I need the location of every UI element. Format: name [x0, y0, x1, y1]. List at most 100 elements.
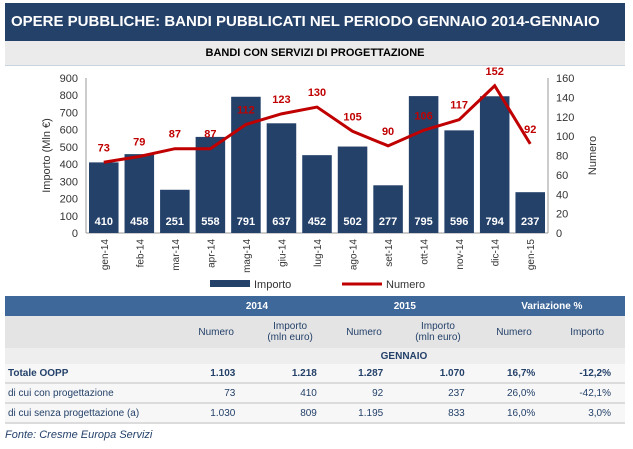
line-label: 105	[343, 111, 361, 123]
y-tick-label: 500	[60, 142, 78, 154]
bar	[479, 96, 510, 233]
col-header: Importo (mln euro)	[249, 316, 331, 348]
cell: -42,1%	[549, 383, 625, 404]
line-label: 90	[382, 126, 394, 138]
bar-label: 637	[272, 216, 290, 228]
bar	[373, 185, 403, 233]
bar-label: 458	[130, 216, 148, 228]
line-label: 92	[524, 124, 536, 136]
y2-tick-label: 80	[556, 151, 568, 163]
cell: 92	[330, 383, 398, 404]
x-tick-label: ago-14	[349, 239, 360, 271]
bar-label: 596	[450, 216, 468, 228]
y2-tick-label: 0	[556, 228, 562, 240]
col-header: Numero	[183, 316, 250, 348]
cell: 16,0%	[478, 403, 550, 424]
bar	[124, 154, 155, 233]
y2-tick-label: 140	[556, 92, 574, 104]
cell: -12,2%	[549, 364, 625, 384]
line-label: 79	[133, 136, 145, 148]
line-label: 87	[204, 129, 216, 141]
group-header: 2015	[330, 296, 479, 316]
cell: 1.103	[183, 364, 250, 384]
x-tick-label: lug-14	[313, 239, 324, 267]
y-tick-label: 700	[60, 107, 78, 119]
col-header: Numero	[478, 316, 550, 348]
y2-tick-label: 120	[556, 112, 574, 124]
cell: 410	[249, 383, 331, 404]
bar	[337, 146, 368, 233]
cell: 237	[397, 383, 479, 404]
cell: 3,0%	[549, 403, 625, 424]
chart: 0 100 200 300 400 500 600 700 800 900 0 20 40 60 80 100…	[41, 66, 599, 291]
bar	[89, 162, 119, 233]
cell: 1.195	[330, 403, 398, 424]
bar	[195, 136, 226, 233]
line-label: 117	[450, 100, 468, 112]
x-tick-label: set-14	[384, 239, 395, 267]
x-tick-label: feb-14	[135, 239, 146, 268]
source-note: Fonte: Cresme Europa Servizi	[5, 429, 153, 441]
y-tick-label: 400	[60, 159, 78, 171]
x-tick-label: mar-14	[171, 239, 182, 271]
y2-tick-label: 100	[556, 131, 574, 143]
line-label: 106	[414, 110, 432, 122]
bar-label: 794	[486, 216, 505, 228]
bar-label: 277	[379, 216, 397, 228]
cell: 809	[249, 403, 331, 424]
line-label: 123	[272, 94, 290, 106]
cell: 1.287	[330, 364, 398, 384]
cell: 1.070	[397, 364, 479, 384]
col-header: Numero	[330, 316, 398, 348]
bar-label: 791	[237, 216, 255, 228]
x-tick-label: mag-14	[242, 239, 253, 273]
bar-label: 558	[201, 216, 219, 228]
y-tick-label: 300	[60, 176, 78, 188]
x-tick-label: gen-14	[100, 239, 111, 271]
x-tick-label: ott-14	[420, 239, 431, 265]
chart-title: BANDI CON SERVIZI DI PROGETTAZIONE	[5, 41, 625, 66]
data-table: 2014 2015 Variazione % Numero Importo (mln …	[5, 296, 625, 424]
group-header: 2014	[183, 296, 331, 316]
y-tick-label: 600	[60, 125, 78, 137]
bar	[515, 192, 545, 233]
y2-tick-label: 60	[556, 170, 568, 182]
line-label: 112	[237, 105, 255, 117]
bar	[302, 155, 332, 233]
bar	[266, 123, 297, 233]
bar-label: 410	[95, 216, 113, 228]
table-row: di cui senza progettazione (a) 1.030 809 1.…	[5, 403, 625, 424]
cell: 1.030	[183, 403, 250, 424]
y-tick-label: 800	[60, 90, 78, 102]
y2-tick-label: 40	[556, 189, 568, 201]
x-tick-label: nov-14	[455, 239, 466, 270]
x-tick-label: giu-14	[277, 239, 288, 267]
x-tick-label: dic-14	[491, 239, 502, 267]
line-label: 152	[486, 66, 504, 78]
section-label: GENNAIO	[183, 348, 625, 364]
bar	[231, 96, 261, 234]
line-label: 87	[169, 129, 181, 141]
bar-label: 502	[343, 216, 361, 228]
numero-line	[103, 83, 532, 164]
cell: 26,0%	[478, 383, 550, 404]
bar-label: 251	[166, 216, 184, 228]
row-label: di cui senza progettazione (a)	[5, 403, 183, 424]
y-tick-label: 200	[60, 194, 78, 206]
cell: 833	[397, 403, 479, 424]
y2-axis-label: Numero	[587, 136, 599, 175]
col-header: Importo (mln euro)	[397, 316, 479, 348]
cell: 73	[183, 383, 250, 404]
cell: 16,7%	[478, 364, 550, 384]
line-label: 130	[308, 87, 326, 99]
legend-label-numero: Numero	[386, 279, 425, 291]
legend-swatch-importo	[210, 280, 250, 287]
y-axis-label: Importo (Mln €)	[41, 118, 53, 193]
group-header: Variazione %	[478, 296, 625, 316]
y2-tick-label: 20	[556, 209, 568, 221]
col-header: Importo	[549, 316, 625, 348]
x-tick-label: apr-14	[206, 239, 217, 268]
y2-tick-label: 160	[556, 73, 574, 85]
x-tick-label: gen-15	[526, 239, 537, 271]
bar-label: 237	[521, 216, 539, 228]
